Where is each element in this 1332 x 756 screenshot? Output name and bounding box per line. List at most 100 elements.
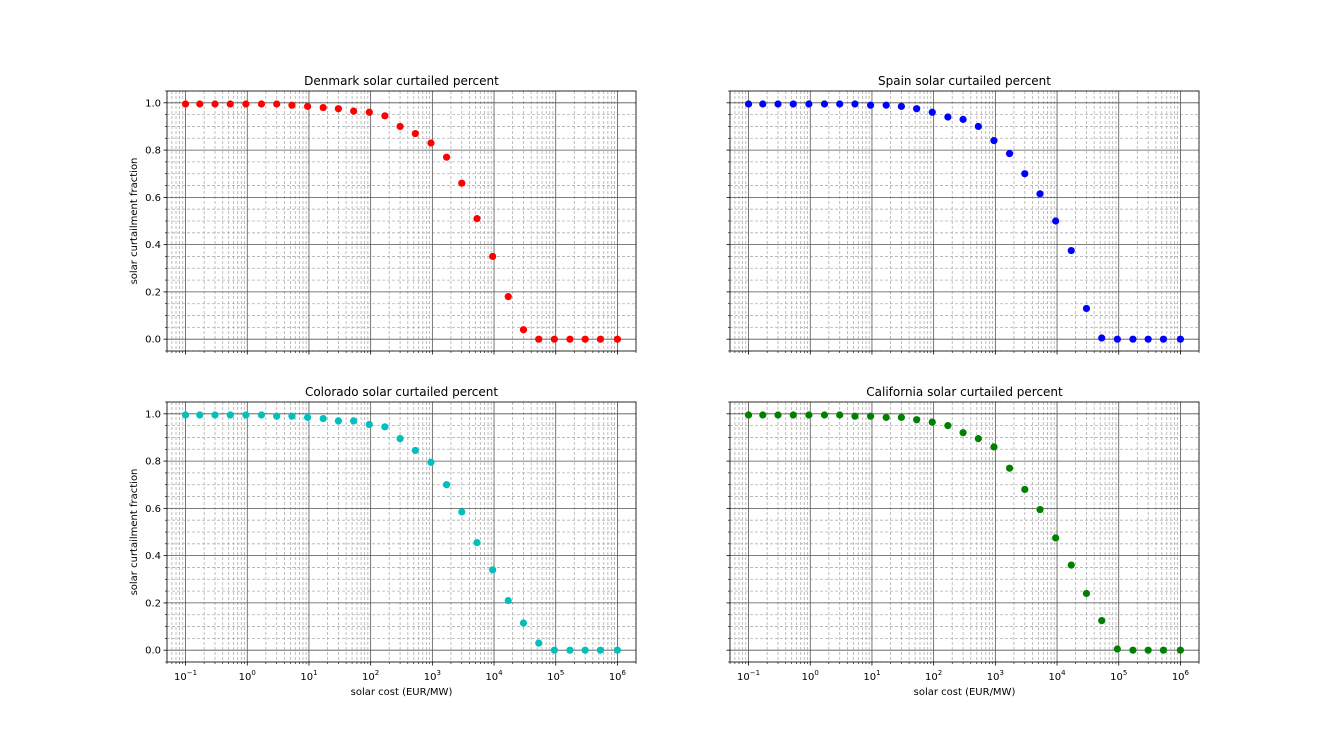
y-tick-label: 0.6 — [145, 504, 161, 515]
data-point — [288, 412, 296, 420]
data-point — [519, 619, 528, 627]
axes-frame — [166, 90, 637, 352]
data-point — [319, 103, 327, 112]
data-point — [820, 411, 829, 419]
data-point — [1176, 335, 1185, 343]
subplot-colorado: 10−1 100 101 102 103 104 105 106 0.0 0.2 0.4 0.6 0.8… — [129, 385, 637, 698]
data-point — [1005, 150, 1014, 158]
axes-frame — [729, 90, 1200, 352]
x-tick-label: 105 — [1110, 669, 1127, 683]
subplot-title: California solar curtailed percent — [866, 385, 1063, 399]
data-point — [1052, 534, 1060, 542]
data-point — [211, 411, 219, 419]
data-point — [1098, 334, 1106, 342]
data-point — [396, 122, 404, 131]
y-tick-label: 0.6 — [145, 193, 161, 204]
data-point — [805, 100, 813, 108]
x-tick-label: 102 — [925, 669, 942, 683]
data-point — [851, 100, 859, 108]
data-point — [744, 411, 753, 419]
data-point — [411, 446, 419, 455]
y-axis-label: solar curtailment fraction — [129, 469, 140, 596]
data-point — [566, 646, 574, 654]
data-point — [489, 252, 497, 261]
y-tick-label: 0.0 — [145, 335, 161, 346]
x-tick-label: 104 — [1048, 669, 1066, 683]
data-point — [974, 435, 982, 443]
data-point — [959, 429, 967, 437]
data-point — [959, 115, 967, 123]
data-point — [1159, 335, 1168, 343]
data-point — [381, 423, 389, 431]
data-point — [519, 326, 528, 334]
data-point — [897, 413, 905, 421]
data-point — [473, 215, 481, 223]
data-point — [1021, 170, 1029, 178]
data-point — [866, 412, 875, 420]
data-point — [226, 411, 234, 419]
data-point — [273, 412, 281, 420]
data-point — [774, 100, 782, 108]
x-tick-label: 101 — [300, 669, 317, 683]
data-point — [535, 335, 543, 343]
data-point — [836, 411, 844, 419]
subplot-denmark: 0.0 0.2 0.4 0.6 0.8 1.0 Denmark solar curtaile… — [129, 74, 637, 355]
data-point — [1005, 464, 1014, 472]
data-point — [489, 566, 497, 574]
data-point — [613, 335, 622, 343]
data-point — [566, 335, 574, 343]
x-tick-label: 103 — [987, 669, 1004, 683]
y-tick-label: 0.2 — [145, 287, 161, 298]
y-tick-label: 0.0 — [145, 646, 161, 657]
axes-frame — [166, 401, 637, 663]
data-point — [427, 139, 435, 147]
data-point — [866, 101, 875, 109]
data-point — [1159, 646, 1168, 654]
data-point — [411, 129, 419, 138]
data-point — [613, 646, 622, 654]
data-point — [990, 443, 998, 451]
data-point — [789, 411, 797, 419]
subplot-title: Colorado solar curtailed percent — [305, 385, 498, 399]
data-point — [1067, 561, 1075, 569]
data-point — [1067, 246, 1075, 255]
data-point — [581, 646, 589, 654]
data-point — [196, 411, 204, 419]
data-point — [928, 418, 936, 426]
data-point — [550, 335, 558, 343]
data-point — [759, 411, 767, 419]
data-point — [1052, 217, 1060, 225]
subplot-title: Spain solar curtailed percent — [878, 74, 1051, 88]
subplot-california: 10−1 100 101 102 103 104 105 106 California sola… — [726, 385, 1200, 698]
data-point — [257, 411, 266, 419]
x-tick-label: 10−1 — [174, 669, 197, 683]
data-point — [744, 100, 753, 108]
data-point — [288, 101, 296, 109]
data-point — [1144, 646, 1152, 654]
y-tick-label: 0.8 — [145, 457, 161, 468]
data-point — [581, 335, 589, 343]
data-point — [928, 108, 936, 116]
data-point — [759, 100, 767, 108]
data-point — [396, 435, 404, 443]
data-point — [381, 112, 389, 120]
y-tick-label: 0.2 — [145, 598, 161, 609]
x-tick-label: 100 — [802, 669, 819, 683]
data-point — [365, 420, 373, 429]
subplot-title: Denmark solar curtailed percent — [304, 74, 499, 88]
data-point — [365, 108, 373, 116]
data-point — [303, 413, 312, 421]
data-point — [882, 413, 890, 421]
data-point — [1129, 646, 1137, 654]
data-point — [242, 411, 250, 419]
data-point — [181, 100, 190, 108]
data-point — [1036, 505, 1044, 514]
data-point — [836, 100, 844, 108]
data-point — [774, 411, 782, 419]
x-tick-label: 100 — [239, 669, 256, 683]
data-point — [427, 458, 435, 466]
data-point — [211, 100, 219, 108]
data-point — [350, 107, 358, 115]
data-point — [535, 639, 543, 647]
